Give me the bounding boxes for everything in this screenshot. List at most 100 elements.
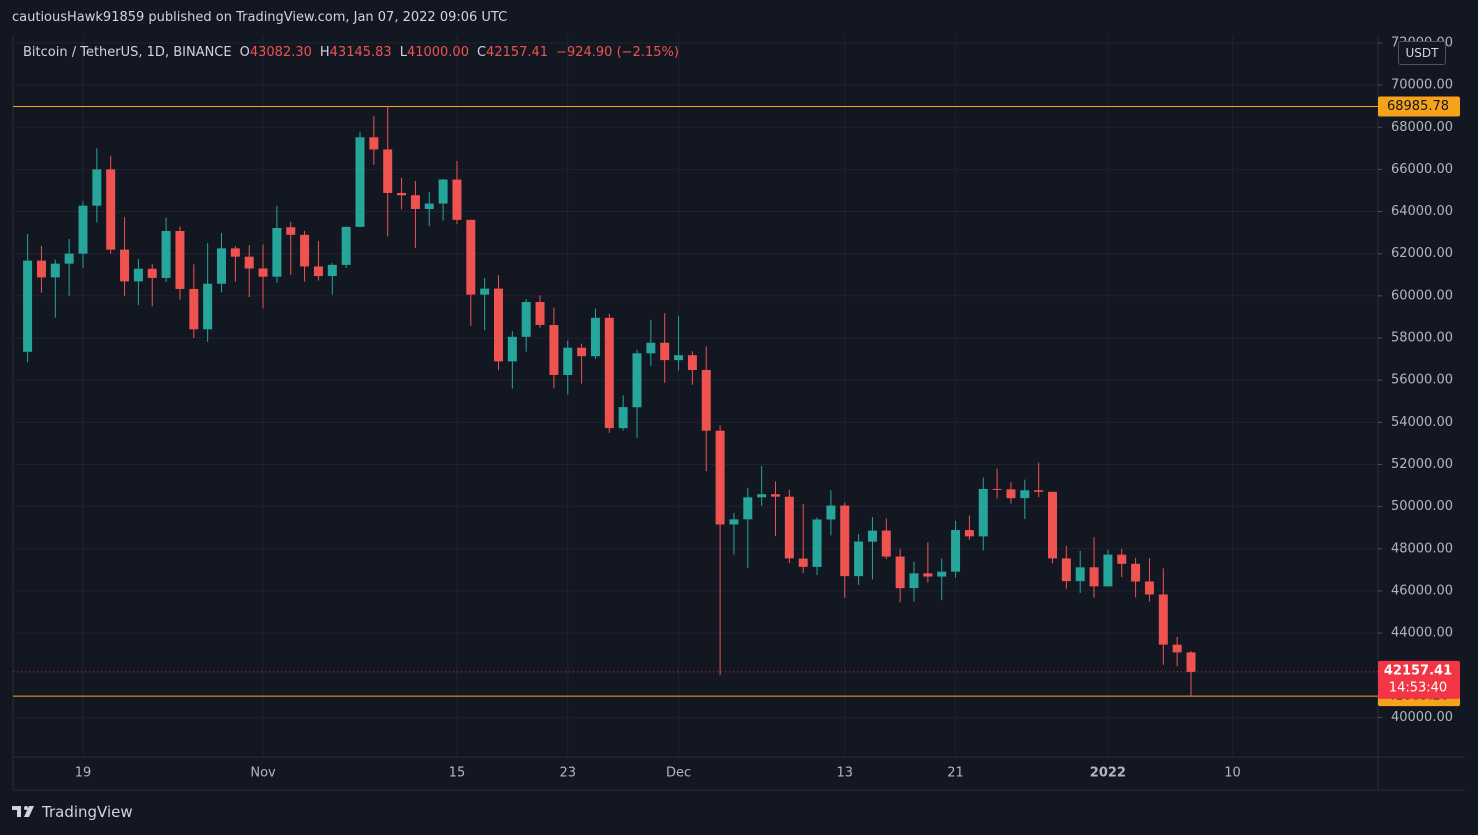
candle-body	[272, 228, 282, 277]
candle-body	[951, 530, 961, 572]
candle-body	[1186, 652, 1196, 672]
x-tick-label: 13	[836, 766, 853, 781]
y-tick-label: 58000.00	[1391, 331, 1453, 346]
candle-body	[203, 283, 213, 330]
price-label-box	[1378, 96, 1460, 117]
candle-body	[133, 268, 143, 282]
candle-body	[757, 494, 767, 498]
candle-body	[840, 505, 850, 577]
candle-body	[64, 253, 74, 264]
candle-body	[355, 137, 365, 227]
y-tick-label: 48000.00	[1391, 541, 1453, 556]
candle-body	[106, 169, 116, 250]
candle-body	[743, 497, 753, 520]
candle-body	[175, 230, 185, 289]
candle-body	[632, 353, 642, 408]
y-tick-label: 50000.00	[1391, 499, 1453, 514]
legend: Bitcoin / TetherUS, 1D, BINANCE O43082.30…	[23, 45, 679, 60]
candle-body	[36, 260, 46, 278]
y-tick-label: 66000.00	[1391, 162, 1453, 177]
brand: TradingView	[42, 803, 133, 821]
candle-body	[701, 369, 711, 431]
tv-logo	[12, 806, 34, 817]
x-tick-label: 10	[1224, 766, 1241, 781]
price-label: 68985.78	[1387, 99, 1449, 114]
candle-body	[1075, 567, 1085, 582]
x-tick-label: 15	[449, 766, 466, 781]
candle-body	[826, 505, 836, 520]
y-tick-label: 64000.00	[1391, 204, 1453, 219]
y-tick-label: 56000.00	[1391, 373, 1453, 388]
candle-body	[1048, 491, 1057, 559]
candle-body	[923, 573, 933, 577]
candle-body	[798, 558, 808, 567]
candle-body	[549, 325, 559, 375]
candle-body	[992, 488, 1002, 490]
x-tick-label: Nov	[250, 766, 276, 781]
y-tick-label: 40000.00	[1391, 710, 1453, 725]
candle-body	[577, 347, 587, 357]
candle-body	[313, 266, 323, 277]
x-tick-label: 19	[75, 766, 92, 781]
symbol-title: Bitcoin / TetherUS, 1D, BINANCE	[23, 45, 232, 60]
candle-body	[341, 226, 351, 265]
legend-change: −924.90 (−2.15%)	[556, 45, 679, 60]
candle-body	[466, 219, 476, 295]
candle-body	[660, 342, 670, 361]
candle-body	[92, 169, 102, 206]
candle-body	[646, 342, 656, 354]
candle-body	[258, 268, 268, 277]
candle-body	[1089, 567, 1099, 587]
candle-body	[161, 230, 171, 278]
candle-body	[1103, 554, 1113, 587]
candle-body	[771, 494, 780, 497]
y-tick-label: 46000.00	[1391, 583, 1453, 598]
candle-body	[978, 488, 988, 537]
y-tick-label: 70000.00	[1391, 78, 1453, 93]
candle-body	[1144, 581, 1154, 595]
candle-body	[618, 407, 628, 429]
candle-body	[590, 317, 600, 357]
candle-body	[300, 234, 310, 267]
candle-body	[1034, 490, 1044, 492]
candle-body	[383, 149, 393, 193]
candle-body	[189, 288, 199, 330]
y-tick-label: 60000.00	[1391, 288, 1453, 303]
candle-body	[1131, 563, 1141, 582]
candle-body	[674, 355, 684, 361]
candle-body	[715, 430, 725, 525]
y-tick-label: 54000.00	[1391, 415, 1453, 430]
legend-key: L	[399, 45, 407, 60]
last-price-label: 42157.41	[1384, 663, 1452, 678]
candle-body	[1117, 554, 1127, 564]
candle-body	[230, 248, 240, 257]
legend-key: H	[319, 45, 330, 60]
candle-body	[854, 541, 864, 577]
candle-body	[50, 263, 60, 278]
attribution: cautiousHawk91859 published on TradingVi…	[12, 10, 508, 25]
candle-body	[1158, 594, 1168, 645]
y-tick-label: 68000.00	[1391, 120, 1453, 135]
candle-body	[244, 256, 254, 269]
candle-body	[812, 519, 822, 567]
candle-body	[909, 573, 919, 589]
candle-body	[424, 203, 434, 209]
candle-body	[1006, 489, 1016, 499]
candle-body	[217, 248, 226, 284]
candle-body	[1061, 558, 1071, 582]
candle-body	[494, 288, 503, 362]
last-price-box	[1378, 660, 1460, 699]
legend-value: 43145.83	[329, 45, 392, 60]
y-tick-label: 62000.00	[1391, 246, 1453, 261]
candle-body	[687, 355, 697, 371]
countdown: 14:53:40	[1389, 680, 1447, 695]
x-tick-label: 23	[559, 766, 576, 781]
candle-body	[964, 530, 974, 537]
currency: USDT	[1398, 41, 1446, 65]
candle-body	[604, 317, 614, 429]
legend-key: O	[239, 45, 250, 60]
candle-body	[23, 260, 33, 352]
